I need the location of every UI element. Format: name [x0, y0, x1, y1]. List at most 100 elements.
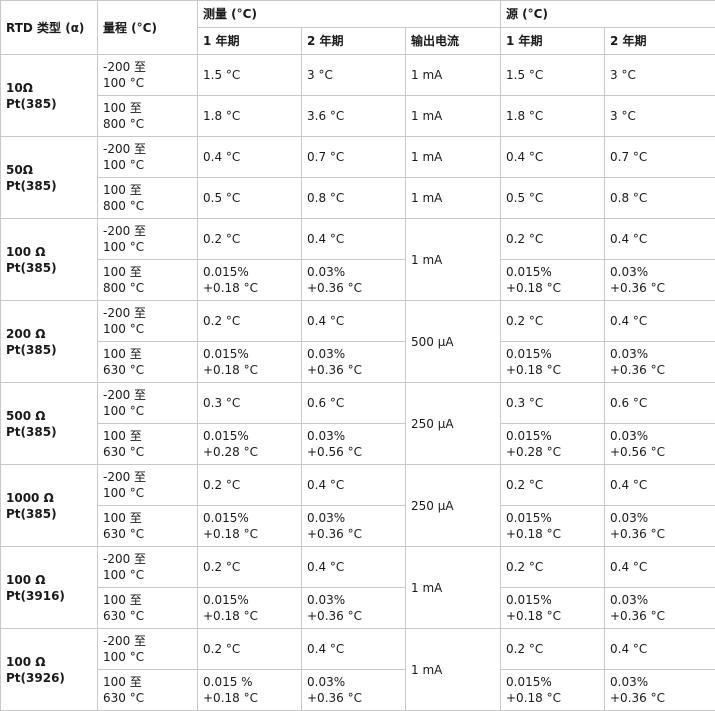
rtd-type-cell: 1000 Ω Pt(385)	[1, 465, 98, 547]
measure-1yr-cell: 0.015% +0.18 °C	[198, 260, 302, 301]
header-output-current: 输出电流	[406, 28, 501, 55]
output-current-cell: 1 mA	[406, 178, 501, 219]
measure-2yr-cell: 0.7 °C	[302, 137, 406, 178]
source-2yr-cell: 0.03% +0.36 °C	[605, 342, 715, 383]
header-rtd-type: RTD 类型 (α)	[1, 1, 98, 55]
measure-2yr-cell: 0.6 °C	[302, 383, 406, 424]
source-1yr-cell: 0.5 °C	[501, 178, 605, 219]
measure-2yr-cell: 0.03% +0.36 °C	[302, 342, 406, 383]
source-1yr-cell: 0.015% +0.18 °C	[501, 588, 605, 629]
rtd-type-cell: 500 Ω Pt(385)	[1, 383, 98, 465]
measure-1yr-cell: 0.4 °C	[198, 137, 302, 178]
source-1yr-cell: 1.5 °C	[501, 55, 605, 96]
source-2yr-cell: 0.03% +0.56 °C	[605, 424, 715, 465]
range-cell: -200 至 100 °C	[98, 137, 198, 178]
source-2yr-cell: 0.6 °C	[605, 383, 715, 424]
measure-1yr-cell: 0.5 °C	[198, 178, 302, 219]
source-1yr-cell: 0.2 °C	[501, 465, 605, 506]
header-measure-2yr: 2 年期	[302, 28, 406, 55]
output-current-cell: 1 mA	[406, 629, 501, 711]
range-cell: -200 至 100 °C	[98, 55, 198, 96]
measure-1yr-cell: 0.015% +0.18 °C	[198, 506, 302, 547]
rtd-type-cell: 10Ω Pt(385)	[1, 55, 98, 137]
header-measure-1yr: 1 年期	[198, 28, 302, 55]
measure-1yr-cell: 0.015% +0.28 °C	[198, 424, 302, 465]
range-cell: 100 至 630 °C	[98, 342, 198, 383]
output-current-cell: 500 µA	[406, 301, 501, 383]
measure-2yr-cell: 0.03% +0.36 °C	[302, 260, 406, 301]
source-1yr-cell: 0.015% +0.18 °C	[501, 670, 605, 711]
source-2yr-cell: 3 °C	[605, 55, 715, 96]
output-current-cell: 1 mA	[406, 137, 501, 178]
measure-2yr-cell: 0.03% +0.36 °C	[302, 506, 406, 547]
range-cell: -200 至 100 °C	[98, 301, 198, 342]
measure-1yr-cell: 0.015% +0.18 °C	[198, 342, 302, 383]
output-current-cell: 1 mA	[406, 547, 501, 629]
measure-2yr-cell: 0.8 °C	[302, 178, 406, 219]
source-2yr-cell: 0.7 °C	[605, 137, 715, 178]
source-1yr-cell: 0.4 °C	[501, 137, 605, 178]
rtd-type-cell: 100 Ω Pt(3926)	[1, 629, 98, 711]
source-1yr-cell: 1.8 °C	[501, 96, 605, 137]
range-cell: -200 至 100 °C	[98, 629, 198, 670]
rtd-type-cell: 200 Ω Pt(385)	[1, 301, 98, 383]
measure-1yr-cell: 0.3 °C	[198, 383, 302, 424]
output-current-cell: 1 mA	[406, 96, 501, 137]
range-cell: 100 至 630 °C	[98, 588, 198, 629]
source-2yr-cell: 0.4 °C	[605, 547, 715, 588]
range-cell: 100 至 800 °C	[98, 178, 198, 219]
range-cell: 100 至 630 °C	[98, 506, 198, 547]
measure-1yr-cell: 0.2 °C	[198, 219, 302, 260]
source-1yr-cell: 0.015% +0.28 °C	[501, 424, 605, 465]
header-source: 源 (°C)	[501, 1, 715, 28]
header-source-1yr: 1 年期	[501, 28, 605, 55]
range-cell: -200 至 100 °C	[98, 219, 198, 260]
measure-2yr-cell: 0.03% +0.36 °C	[302, 588, 406, 629]
measure-1yr-cell: 0.015% +0.18 °C	[198, 588, 302, 629]
measure-1yr-cell: 1.8 °C	[198, 96, 302, 137]
measure-2yr-cell: 0.4 °C	[302, 219, 406, 260]
measure-2yr-cell: 0.4 °C	[302, 547, 406, 588]
range-cell: -200 至 100 °C	[98, 465, 198, 506]
measure-1yr-cell: 0.2 °C	[198, 629, 302, 670]
range-cell: 100 至 630 °C	[98, 424, 198, 465]
source-1yr-cell: 0.015% +0.18 °C	[501, 506, 605, 547]
source-2yr-cell: 0.4 °C	[605, 301, 715, 342]
range-cell: 100 至 630 °C	[98, 670, 198, 711]
source-2yr-cell: 0.03% +0.36 °C	[605, 588, 715, 629]
source-2yr-cell: 3 °C	[605, 96, 715, 137]
source-2yr-cell: 0.4 °C	[605, 465, 715, 506]
source-2yr-cell: 0.03% +0.36 °C	[605, 670, 715, 711]
range-cell: -200 至 100 °C	[98, 383, 198, 424]
range-cell: 100 至 800 °C	[98, 96, 198, 137]
source-1yr-cell: 0.2 °C	[501, 301, 605, 342]
rtd-type-cell: 100 Ω Pt(385)	[1, 219, 98, 301]
source-1yr-cell: 0.015% +0.18 °C	[501, 342, 605, 383]
source-1yr-cell: 0.3 °C	[501, 383, 605, 424]
measure-1yr-cell: 0.2 °C	[198, 547, 302, 588]
rtd-type-cell: 50Ω Pt(385)	[1, 137, 98, 219]
measure-2yr-cell: 0.4 °C	[302, 629, 406, 670]
header-source-2yr: 2 年期	[605, 28, 715, 55]
rtd-type-cell: 100 Ω Pt(3916)	[1, 547, 98, 629]
source-2yr-cell: 0.03% +0.36 °C	[605, 260, 715, 301]
measure-1yr-cell: 0.2 °C	[198, 301, 302, 342]
measure-1yr-cell: 1.5 °C	[198, 55, 302, 96]
output-current-cell: 1 mA	[406, 219, 501, 301]
source-2yr-cell: 0.4 °C	[605, 629, 715, 670]
range-cell: 100 至 800 °C	[98, 260, 198, 301]
measure-2yr-cell: 3.6 °C	[302, 96, 406, 137]
